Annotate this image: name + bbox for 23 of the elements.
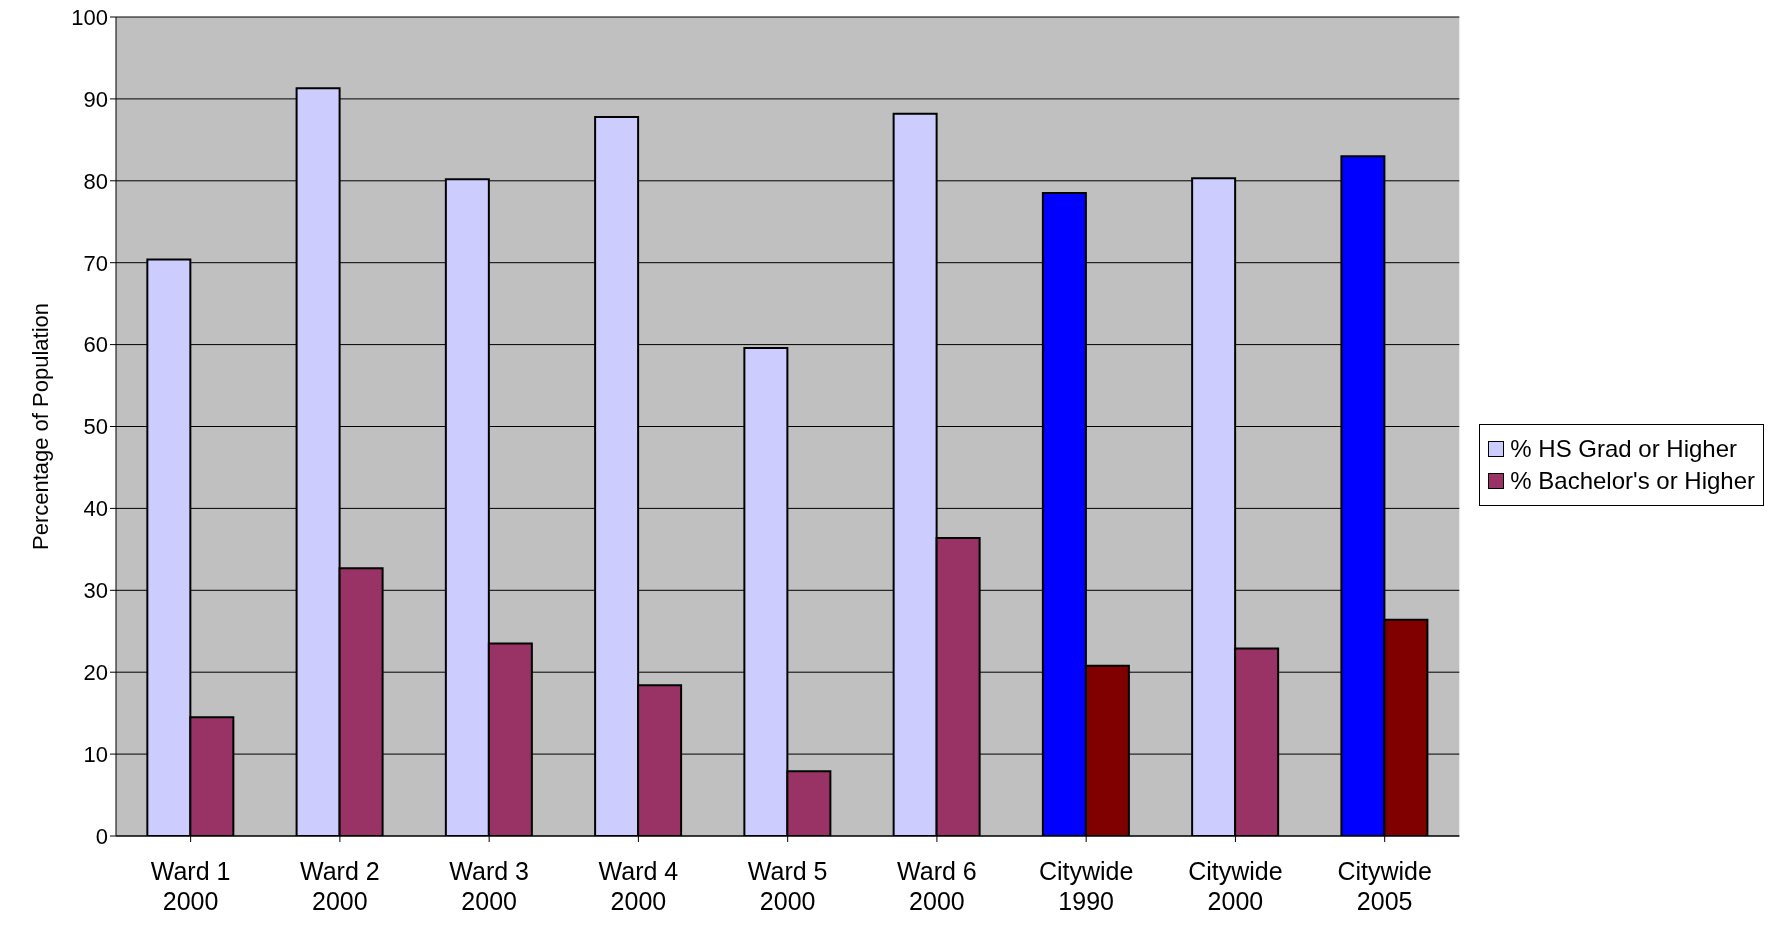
- y-tick-label: 70: [83, 250, 108, 276]
- x-tick-label: Ward 3 2000: [449, 857, 529, 915]
- y-tick-label: 30: [83, 578, 108, 604]
- legend-label: % HS Grad or Higher: [1510, 434, 1738, 463]
- y-tick-label: 50: [83, 414, 108, 440]
- x-tick-label: Ward 1 2000: [150, 857, 231, 915]
- legend-label: % Bachelor's or Higher: [1510, 466, 1755, 495]
- y-tick-label: 40: [83, 496, 108, 522]
- y-tick-label: 20: [83, 660, 108, 686]
- x-tick-label: Citywide 2000: [1188, 857, 1283, 915]
- x-tick-label: Ward 6 2000: [897, 857, 977, 915]
- x-tick-label: Citywide 2005: [1337, 857, 1432, 915]
- x-tick-label: Ward 2 2000: [300, 857, 380, 915]
- x-tick-label: Ward 5 2000: [747, 857, 828, 915]
- y-tick-label: 100: [71, 4, 108, 30]
- y-tick-label: 60: [83, 332, 108, 358]
- x-tick-label: Ward 4 2000: [598, 857, 679, 915]
- y-tick-label: 0: [95, 823, 108, 849]
- y-axis-title: Percentage of Population: [27, 302, 53, 551]
- x-tick-label: Citywide 1990: [1038, 857, 1134, 915]
- y-tick-label: 90: [83, 86, 108, 112]
- y-tick-label: 10: [83, 741, 108, 767]
- y-tick-label: 80: [83, 168, 108, 194]
